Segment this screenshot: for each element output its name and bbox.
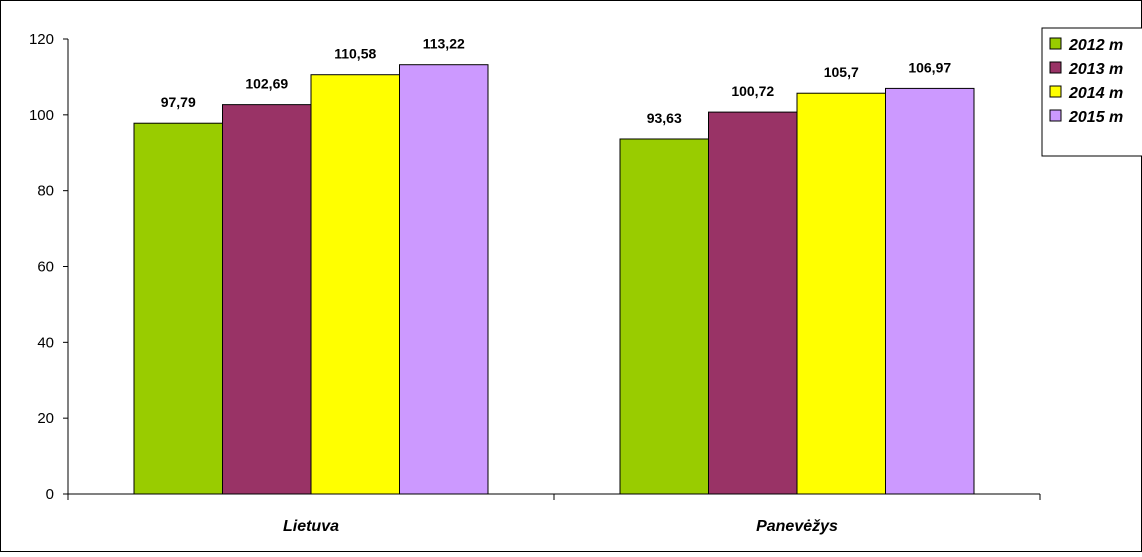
y-tick-label: 80	[37, 183, 54, 200]
y-tick-label: 100	[29, 107, 54, 124]
data-label: 110,58	[334, 46, 376, 62]
legend-label: 2013 m	[1068, 61, 1123, 78]
bar-2012-m-panevėžys	[619, 138, 709, 495]
y-tick-label: 0	[46, 486, 54, 503]
data-label: 97,79	[161, 94, 196, 110]
y-tick-label: 40	[37, 334, 54, 351]
bar-2012-m-lietuva	[133, 122, 223, 495]
data-label: 106,97	[908, 59, 951, 75]
category-label-panevėžys: Panevėžys	[756, 518, 838, 535]
category-label-lietuva: Lietuva	[283, 518, 339, 535]
legend-swatch	[1049, 109, 1062, 122]
data-label: 100,72	[731, 83, 774, 99]
bars	[133, 64, 975, 495]
bar-2013-m-panevėžys	[708, 111, 798, 495]
y-tick-label: 120	[29, 31, 54, 48]
legend: 2012 m 2013 m 2014 m 2015 m	[1041, 27, 1142, 157]
legend-label: 2014 m	[1068, 85, 1123, 102]
legend-label: 2012 m	[1068, 37, 1123, 54]
bar-2014-m-lietuva	[310, 74, 400, 495]
y-tick-label: 60	[37, 259, 54, 276]
data-labels: 97,79 102,69 110,58 113,22 93,63 100,72 105,7 1…	[161, 36, 952, 126]
bar-2013-m-lietuva	[222, 104, 312, 495]
bar-2014-m-panevėžys	[796, 92, 886, 495]
data-label: 102,69	[245, 76, 288, 92]
legend-label: 2015 m	[1068, 109, 1123, 126]
y-tick-label: 20	[37, 410, 54, 427]
legend-swatch	[1049, 85, 1062, 98]
legend-swatch	[1049, 37, 1062, 50]
data-label: 93,63	[647, 110, 682, 126]
bar-2015-m-lietuva	[399, 64, 489, 495]
legend-swatch	[1049, 61, 1062, 74]
bar-2015-m-panevėžys	[885, 87, 975, 495]
data-label: 105,7	[824, 64, 859, 80]
data-label: 113,22	[423, 36, 465, 52]
